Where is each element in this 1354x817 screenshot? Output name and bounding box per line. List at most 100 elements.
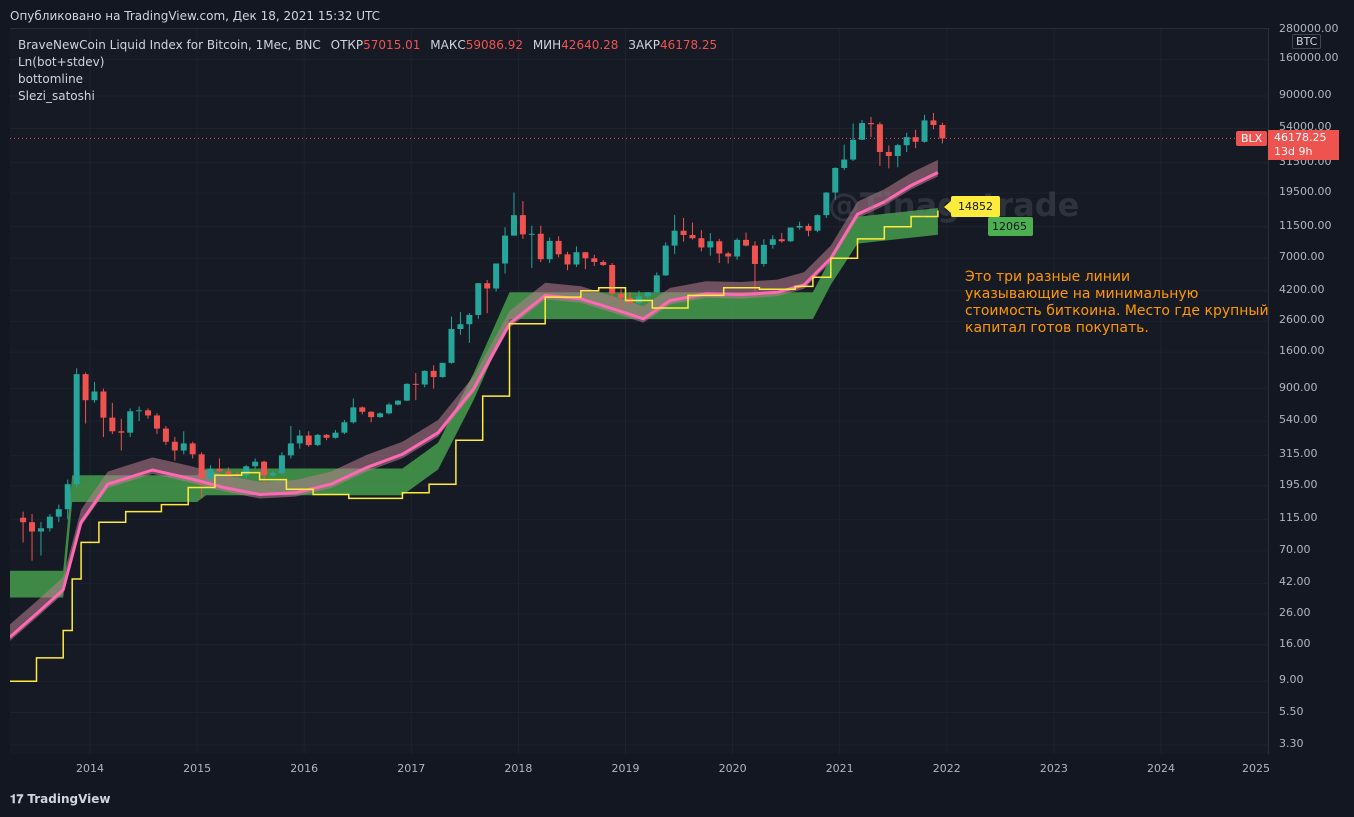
candle-body-2016-01 [305,435,312,446]
candle-body-2014-06 [136,410,143,412]
candle-body-2019-07 [680,230,687,235]
candle-body-2017-10 [493,263,500,289]
candle-body-2017-03 [430,370,437,378]
candle-body-2019-08 [689,234,696,239]
price-tick-0: 280000.00 [1279,22,1339,35]
legend-open-label: ОТКР [330,38,364,52]
time-axis[interactable] [10,754,1268,784]
candle-body-2014-05 [127,411,134,433]
tradingview-logo[interactable]: 𝟏𝟕 TradingView [10,792,111,807]
candle-body-2021-07 [894,145,901,157]
candle-body-2014-01 [91,391,98,401]
candle-body-2015-01 [198,454,205,479]
price-tick-18: 26.00 [1279,605,1311,619]
candle-body-2020-03 [751,245,758,264]
candle-body-2020-04 [760,244,767,264]
candle-body-2015-08 [261,461,268,476]
candle-body-2014-09 [162,428,169,442]
published-info: Опубликовано на TradingView.com, Дек 18,… [10,9,381,23]
legend-close-label: ЗАКР [628,38,660,52]
candle-body-2021-11 [930,120,937,126]
year-tick-2025: 2025 [1242,762,1270,775]
candle-body-2020-02 [743,239,750,246]
candle-body-2016-07 [359,407,366,412]
candle-body-2019-06 [671,230,678,246]
slezi-value-tag: 12065 [988,217,1033,236]
legend-indicator-3[interactable]: Slezi_satoshi [18,89,95,103]
candle-body-2019-09 [698,238,705,248]
ln-bot-stdev-line [10,171,939,639]
candle-body-2015-06 [243,466,250,476]
legend-high-label: МАКС [430,38,466,52]
legend-close-value: 46178.25 [659,38,718,52]
candle-body-2019-05 [662,245,669,276]
chart-plot-area[interactable] [10,28,1268,756]
candle-body-2014-08 [153,415,160,429]
legend-low-value: 42640.28 [561,38,619,52]
candle-body-2020-11 [823,192,830,216]
candle-body-2013-05 [20,517,27,523]
candle-body-2017-11 [502,235,509,264]
candle-body-2014-11 [180,443,187,451]
year-tick-2020: 2020 [718,762,747,775]
price-tick-8: 4200.00 [1279,282,1325,296]
candle-body-2020-07 [787,227,794,242]
currency-badge[interactable]: BTC [1292,34,1322,49]
candle-body-2017-04 [439,362,446,378]
candle-body-2018-07 [573,252,580,265]
candle-body-2015-04 [225,471,232,474]
year-tick-2015: 2015 [183,762,212,775]
candle-body-2016-06 [350,407,357,423]
year-tick-2022: 2022 [932,762,961,775]
candle-body-2020-05 [769,239,776,245]
price-tick-2: 90000.00 [1279,88,1332,101]
year-tick-2018: 2018 [504,762,533,775]
legend-low-label: МИН [532,38,562,52]
candle-body-2021-06 [885,151,892,157]
candle-body-2020-10 [814,215,821,231]
price-tick-1: 160000.00 [1279,51,1339,65]
last-price-tag: 46178.25 13d 9h [1268,130,1339,160]
candle-body-2018-06 [564,254,571,265]
candle-body-2013-07 [37,528,44,532]
candle-body-2016-05 [341,422,348,433]
candle-body-2016-08 [368,411,375,418]
candle-body-2015-09 [270,473,276,476]
price-tick-17: 42.00 [1279,575,1311,589]
candle-body-2014-12 [189,443,196,455]
year-tick-2023: 2023 [1039,762,1068,775]
tradingview-logo-icon: 𝟏𝟕 [10,792,24,806]
chart-legend: BraveNewCoin Liquid Index for Bitcoin, 1… [18,37,717,105]
price-tick-19: 16.00 [1279,636,1311,650]
stdev-band [10,159,938,641]
candle-body-2020-08 [796,225,803,228]
price-tick-15: 115.00 [1279,511,1318,525]
candle-body-2019-11 [716,241,723,254]
candle-body-2021-10 [921,120,928,142]
price-tick-20: 9.00 [1279,673,1304,687]
legend-indicator-2[interactable]: bottomline [18,72,84,86]
year-tick-2016: 2016 [290,762,319,775]
price-tick-12: 540.00 [1279,413,1318,427]
candle-body-2018-11 [609,264,616,294]
candle-body-2019-12 [725,253,732,257]
chart-svg[interactable] [10,29,1268,755]
year-tick-2019: 2019 [611,762,640,775]
candle-body-2019-10 [707,241,714,248]
bottomline-value-tag: 14852 [944,196,1000,217]
candle-body-2019-03 [644,292,651,297]
candle-body-2016-02 [314,434,321,446]
legend-indicator-1[interactable]: Ln(bot+stdev) [18,55,105,69]
candle-body-2018-04 [546,240,553,260]
candle-body-2021-02 [850,139,857,160]
candle-body-2014-07 [145,410,152,416]
price-tick-13: 315.00 [1279,447,1318,461]
candle-body-2019-04 [653,275,660,293]
price-tick-21: 5.50 [1279,704,1304,718]
candle-body-2018-02 [528,233,535,235]
candle-body-2021-09 [912,137,919,142]
price-tick-16: 70.00 [1279,542,1311,556]
candle-body-2017-07 [466,314,473,325]
candle-body-2014-10 [171,441,178,451]
candle-body-2017-12 [510,215,517,236]
